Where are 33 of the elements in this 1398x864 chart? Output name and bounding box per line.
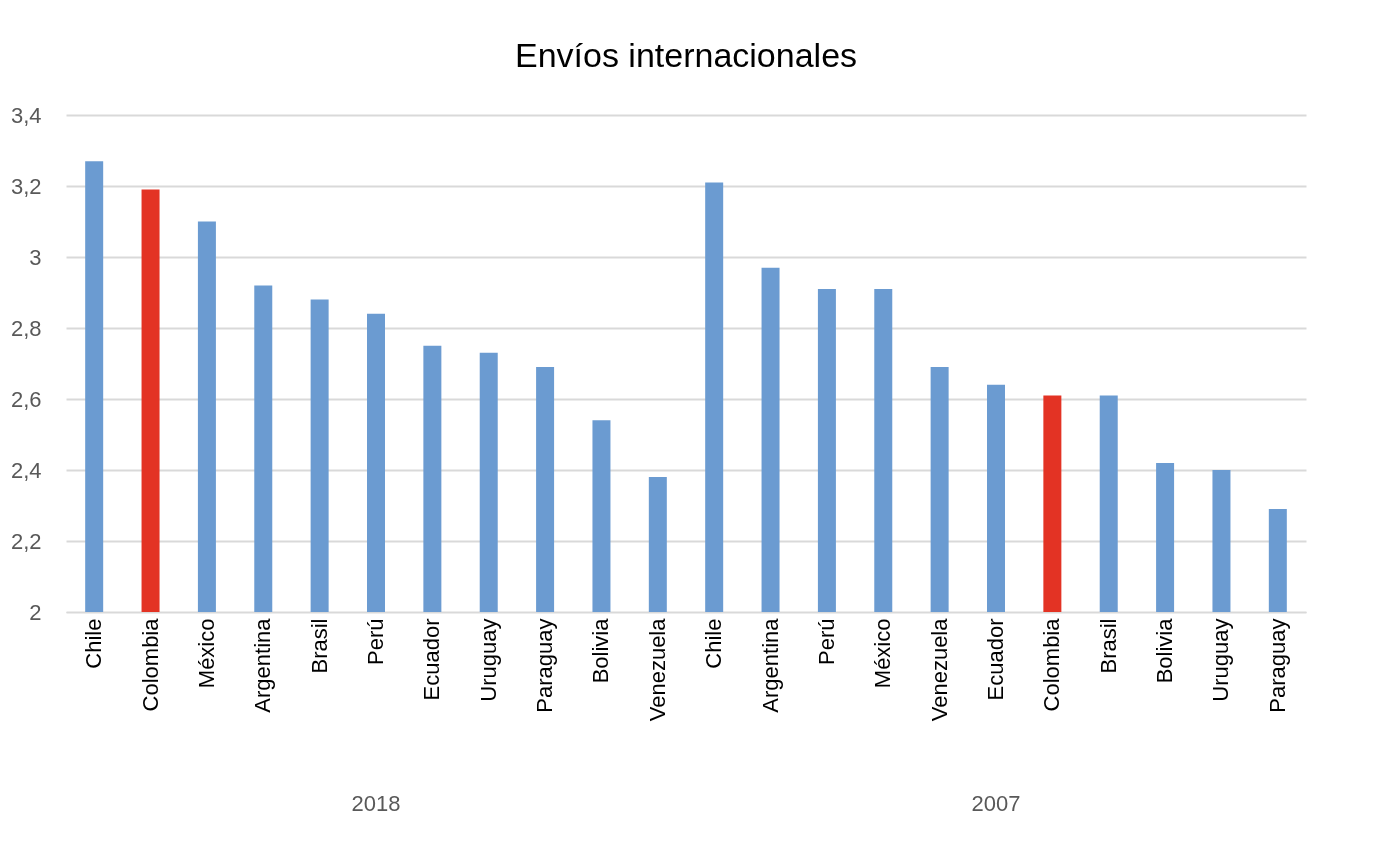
x-tick-label: Ecuador: [419, 618, 445, 701]
x-tick-label: México: [193, 618, 219, 689]
x-tick-label: Chile: [701, 618, 727, 669]
x-tick-label: Chile: [81, 618, 107, 669]
x-tick-label: Bolivia: [588, 617, 614, 684]
x-tick-label: Argentina: [250, 617, 276, 713]
y-tick-label: 2,6: [10, 386, 42, 412]
x-tick-label: Bolivia: [1152, 617, 1178, 684]
y-tick-label: 2: [29, 599, 42, 625]
x-tick-label: Perú: [813, 618, 839, 665]
y-tick-label: 2,2: [10, 528, 42, 554]
x-tick-label: Uruguay: [1208, 618, 1234, 702]
x-tick-label: Paraguay: [532, 618, 558, 713]
x-tick-label: México: [870, 618, 896, 689]
x-tick-label: Argentina: [757, 617, 783, 713]
text: 2007: [971, 791, 1021, 816]
x-tick-label: Ecuador: [983, 618, 1008, 701]
x-tick-label: Paraguay: [1264, 618, 1290, 713]
y-tick-label: 3,4: [10, 102, 42, 128]
x-tick-label: Colombia: [1039, 617, 1065, 712]
x-tick-label: Brasil: [306, 618, 332, 674]
text: 2018: [351, 791, 401, 816]
y-tick-label: 2,8: [10, 315, 42, 341]
x-tick-label: Colombia: [137, 617, 163, 712]
chart-title: Envíos internacionales: [514, 36, 858, 74]
y-tick-label: 3,2: [10, 173, 42, 199]
x-tick-label: Perú: [363, 618, 388, 665]
y-tick-label: 2,4: [10, 457, 42, 483]
x-tick-label: Brasil: [1095, 618, 1121, 674]
x-tick-label: Uruguay: [475, 618, 501, 702]
x-tick-label: Venezuela: [926, 617, 952, 722]
x-tick-label: Venezuela: [644, 617, 670, 722]
y-tick-label: 3: [29, 244, 42, 270]
